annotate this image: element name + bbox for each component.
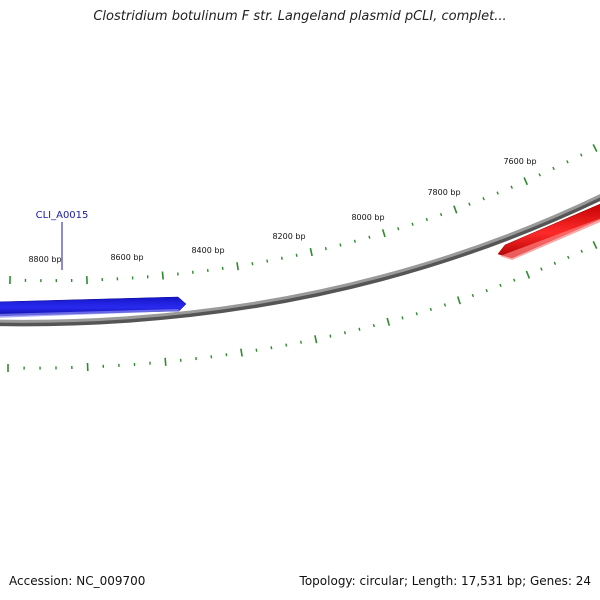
outer-ring-minor-tick — [439, 212, 443, 217]
inner-ring-major-tick — [456, 296, 461, 305]
reverse-gene-arrow[interactable] — [497, 202, 600, 259]
outer-ring-minor-tick — [339, 243, 342, 247]
ruler-label-8400: 8400 bp — [191, 246, 224, 255]
inner-ring-minor-tick — [270, 346, 273, 350]
inner-ring-major-tick — [592, 241, 598, 249]
accession-text: Accession: NC_009700 — [9, 574, 146, 588]
outer-ring-minor-tick — [397, 227, 400, 231]
outer-ring-minor-tick — [425, 217, 428, 222]
inner-ring-minor-tick — [499, 283, 502, 288]
outer-ring-major-tick — [523, 177, 529, 186]
inner-ring-minor-tick — [255, 348, 258, 352]
inner-ring-minor-tick — [415, 312, 418, 316]
inner-ring-minor-tick — [471, 293, 475, 298]
outer-tick-ring — [9, 144, 598, 285]
outer-ring-minor-tick — [266, 259, 269, 263]
outer-ring-minor-tick — [280, 256, 283, 260]
outer-ring-minor-tick — [552, 166, 555, 171]
inner-ring-minor-tick — [513, 278, 516, 282]
inner-ring-major-tick — [386, 317, 391, 326]
inner-ring-minor-tick — [358, 327, 361, 331]
inner-ring-minor-tick — [401, 316, 404, 320]
plasmid-backbone — [0, 194, 600, 323]
inner-ring-major-tick — [240, 348, 243, 357]
inner-ring-major-tick — [525, 270, 531, 279]
inner-ring-major-tick — [164, 357, 167, 366]
outer-ring-major-tick — [161, 271, 164, 280]
plasmid-backbone-shadow — [0, 194, 600, 327]
ruler-label-8000: 8000 bp — [351, 213, 384, 222]
outer-ring-minor-tick — [579, 153, 583, 157]
outer-ring-minor-tick — [353, 239, 356, 243]
gene-label-cli-a0015[interactable]: CLI_A0015 — [36, 210, 89, 221]
ruler-label-7600: 7600 bp — [503, 157, 536, 166]
outer-ring-minor-tick — [324, 246, 327, 251]
outer-ring-minor-tick — [251, 262, 254, 266]
outer-ring-minor-tick — [510, 185, 513, 189]
ruler-label-8600: 8600 bp — [110, 253, 143, 262]
outer-ring-minor-tick — [496, 191, 499, 195]
reverse-gene-highlight — [500, 218, 600, 260]
ruler-label-7800: 7800 bp — [427, 188, 460, 197]
inner-ring-minor-tick — [540, 267, 543, 271]
ruler-label-8800: 8800 bp — [28, 255, 61, 264]
forward-gene-highlight — [0, 309, 180, 318]
outer-ring-minor-tick — [566, 160, 569, 164]
ruler-label-8200: 8200 bp — [272, 232, 305, 241]
outer-ring-minor-tick — [295, 253, 298, 257]
outer-ring-major-tick — [592, 144, 598, 152]
outer-ring-minor-tick — [411, 222, 414, 226]
inner-tick-ring — [7, 241, 598, 372]
map-info-text: Topology: circular; Length: 17,531 bp; G… — [299, 574, 591, 588]
outer-ring-minor-tick — [538, 173, 541, 177]
outer-ring-minor-tick — [482, 197, 485, 201]
inner-ring-minor-tick — [553, 261, 557, 265]
inner-ring-minor-tick — [485, 288, 488, 293]
inner-ring-minor-tick — [567, 255, 570, 260]
outer-ring-major-tick — [309, 247, 313, 257]
outer-ring-minor-tick — [368, 235, 371, 239]
outer-ring-major-tick — [453, 205, 458, 214]
outer-ring-major-tick — [236, 262, 239, 271]
inner-ring-minor-tick — [429, 307, 432, 312]
inner-ring-minor-tick — [285, 343, 288, 347]
inner-ring-minor-tick — [580, 249, 583, 253]
outer-ring-major-tick — [381, 229, 386, 238]
map-title: Clostridium botulinum F str. Langeland p… — [93, 9, 507, 24]
inner-ring-minor-tick — [443, 303, 447, 307]
inner-ring-minor-tick — [329, 334, 332, 338]
inner-ring-minor-tick — [372, 324, 375, 328]
inner-ring-minor-tick — [343, 331, 346, 335]
inner-ring-minor-tick — [300, 340, 302, 344]
outer-ring-minor-tick — [468, 202, 471, 206]
inner-ring-major-tick — [314, 335, 318, 344]
